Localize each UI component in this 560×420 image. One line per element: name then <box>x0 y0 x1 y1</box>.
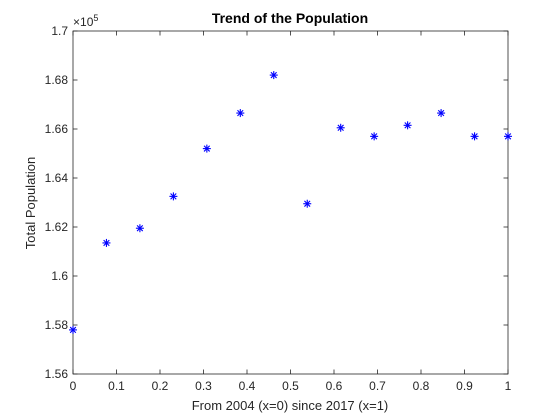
data-point <box>202 144 211 153</box>
x-tick-label: 0.3 <box>195 379 212 393</box>
x-tick-label: 0.1 <box>108 379 125 393</box>
data-point <box>236 109 245 118</box>
data-point <box>370 132 379 141</box>
x-tick-label: 0.6 <box>326 379 343 393</box>
svg-text:×105: ×105 <box>73 13 98 29</box>
chart-title: Trend of the Population <box>212 10 368 26</box>
y-axis-multiplier: ×105 <box>73 13 98 29</box>
x-tick-label: 0.4 <box>239 379 256 393</box>
data-point <box>504 132 512 141</box>
x-tick-label: 0.2 <box>152 379 169 393</box>
y-tick-label: 1.68 <box>45 73 69 87</box>
data-points <box>69 71 512 334</box>
y-tick-label: 1.66 <box>45 122 69 136</box>
x-tick-label: 0.9 <box>456 379 473 393</box>
data-point <box>169 192 178 201</box>
data-point <box>269 71 278 80</box>
y-tick-label: 1.56 <box>45 367 69 381</box>
y-tick-label: 1.64 <box>45 171 69 185</box>
y-multiplier-base: 10 <box>80 15 94 29</box>
y-axis-ticks: 1.56 1.58 1.6 1.62 1.64 1.66 1.68 1.7 <box>45 24 508 381</box>
y-multiplier-times: × <box>73 15 80 29</box>
y-axis-label: Total Population <box>23 157 38 250</box>
data-point <box>69 325 77 334</box>
x-axis-label: From 2004 (x=0) since 2017 (x=1) <box>192 398 389 413</box>
data-point <box>403 121 412 130</box>
x-tick-label: 0 <box>70 379 77 393</box>
y-tick-label: 1.62 <box>45 220 69 234</box>
x-tick-label: 0.7 <box>369 379 386 393</box>
y-tick-label: 1.58 <box>45 318 69 332</box>
x-axis-ticks: 0 0.1 0.2 0.3 0.4 0.5 0.6 0.7 0.8 0.9 1 <box>70 31 512 393</box>
x-tick-label: 0.5 <box>282 379 299 393</box>
data-point <box>135 224 144 233</box>
data-point <box>102 238 111 247</box>
y-tick-label: 1.6 <box>51 269 68 283</box>
data-point <box>303 199 312 208</box>
y-multiplier-exponent: 5 <box>93 13 98 23</box>
x-tick-label: 1 <box>505 379 512 393</box>
x-tick-label: 0.8 <box>413 379 430 393</box>
data-point <box>437 109 446 118</box>
data-point <box>336 123 345 132</box>
y-tick-label: 1.7 <box>51 24 68 38</box>
data-point <box>470 132 479 141</box>
